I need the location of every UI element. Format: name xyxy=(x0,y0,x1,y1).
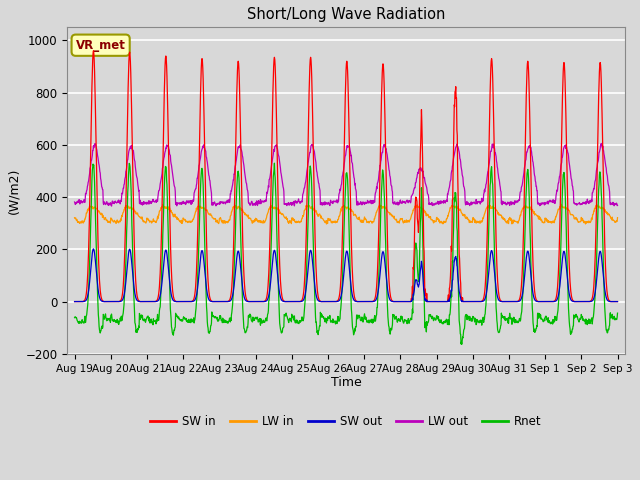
Title: Short/Long Wave Radiation: Short/Long Wave Radiation xyxy=(247,7,445,22)
Y-axis label: (W/m2): (W/m2) xyxy=(7,168,20,214)
Legend: SW in, LW in, SW out, LW out, Rnet: SW in, LW in, SW out, LW out, Rnet xyxy=(146,410,547,433)
X-axis label: Time: Time xyxy=(331,376,362,389)
Text: VR_met: VR_met xyxy=(76,39,125,52)
